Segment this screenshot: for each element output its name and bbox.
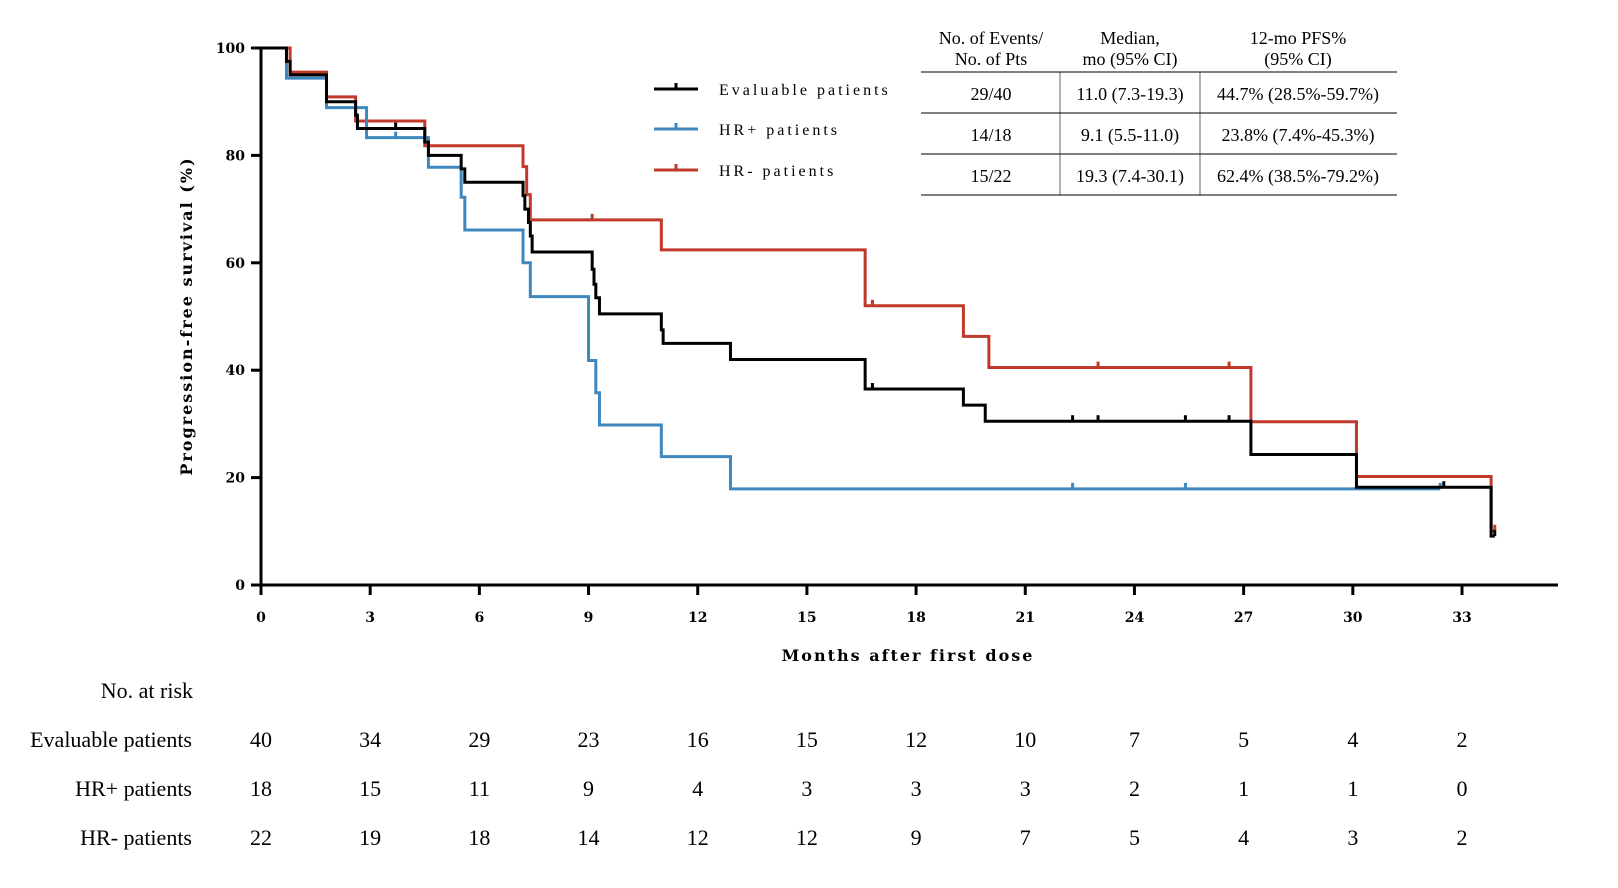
table-cell: 15/22 — [970, 166, 1011, 186]
y-tick-label: 20 — [226, 471, 246, 487]
x-tick-label: 9 — [584, 610, 594, 626]
risk-row-label: HR- patients — [80, 825, 192, 850]
risk-count: 5 — [1129, 825, 1140, 850]
legend-label: HR+ patients — [719, 122, 840, 139]
table-cell: 44.7% (28.5%-59.7%) — [1217, 84, 1379, 105]
risk-row-label: Evaluable patients — [30, 727, 192, 752]
table-cell: 62.4% (38.5%-79.2%) — [1217, 166, 1379, 187]
risk-row-label: HR+ patients — [75, 776, 192, 801]
risk-count: 34 — [359, 727, 381, 752]
risk-count: 12 — [905, 727, 927, 752]
risk-count: 40 — [250, 727, 272, 752]
y-tick-label: 0 — [235, 578, 245, 594]
table-header: Median, — [1100, 28, 1159, 48]
table-cell: 11.0 (7.3-19.3) — [1076, 84, 1183, 105]
risk-count: 16 — [687, 727, 709, 752]
table-header: No. of Pts — [955, 49, 1028, 69]
risk-count: 1 — [1347, 776, 1358, 801]
risk-count: 0 — [1457, 776, 1468, 801]
table-cell: 14/18 — [970, 125, 1011, 145]
risk-count: 22 — [250, 825, 272, 850]
risk-count: 10 — [1014, 727, 1036, 752]
risk-count: 3 — [1020, 776, 1031, 801]
table-cell: 19.3 (7.4-30.1) — [1076, 166, 1184, 187]
y-tick-label: 60 — [226, 256, 246, 272]
km-curve-evaluable-patients — [261, 46, 1495, 538]
x-tick-label: 27 — [1234, 610, 1253, 626]
risk-count: 12 — [687, 825, 709, 850]
x-tick-label: 30 — [1343, 610, 1363, 626]
risk-count: 7 — [1129, 727, 1140, 752]
y-tick-label: 80 — [226, 148, 246, 164]
x-tick-label: 33 — [1452, 610, 1471, 626]
x-tick-label: 21 — [1016, 610, 1035, 626]
risk-count: 9 — [911, 825, 922, 850]
table-header: (95% CI) — [1264, 49, 1331, 70]
km-curve-hr-patients — [261, 46, 1441, 491]
risk-count: 12 — [796, 825, 818, 850]
x-tick-label: 15 — [797, 610, 816, 626]
risk-count: 18 — [250, 776, 272, 801]
risk-count: 19 — [359, 825, 381, 850]
risk-count: 29 — [468, 727, 490, 752]
table-cell: 29/40 — [970, 84, 1011, 104]
risk-count: 2 — [1457, 825, 1468, 850]
risk-count: 7 — [1020, 825, 1031, 850]
risk-count: 3 — [1347, 825, 1358, 850]
risk-count: 4 — [692, 776, 703, 801]
risk-count: 14 — [578, 825, 600, 850]
x-tick-label: 18 — [906, 610, 925, 626]
risk-count: 2 — [1129, 776, 1140, 801]
risk-count: 23 — [578, 727, 600, 752]
x-tick-label: 12 — [688, 610, 707, 626]
risk-table-title: No. at risk — [101, 678, 193, 703]
risk-count: 3 — [911, 776, 922, 801]
legend-label: HR- patients — [719, 163, 836, 180]
table-cell: 9.1 (5.5-11.0) — [1081, 125, 1179, 146]
table-cell: 23.8% (7.4%-45.3%) — [1222, 125, 1375, 146]
risk-count: 11 — [469, 776, 490, 801]
table-header: mo (95% CI) — [1083, 49, 1178, 70]
risk-count: 9 — [583, 776, 594, 801]
risk-count: 1 — [1238, 776, 1249, 801]
table-header: No. of Events/ — [939, 28, 1043, 48]
risk-count: 15 — [359, 776, 381, 801]
x-tick-label: 3 — [365, 610, 375, 626]
risk-count: 2 — [1457, 727, 1468, 752]
risk-count: 4 — [1347, 727, 1358, 752]
x-tick-label: 0 — [256, 610, 266, 626]
x-tick-label: 24 — [1125, 610, 1145, 626]
risk-count: 5 — [1238, 727, 1249, 752]
km-curve-hr-patients — [261, 46, 1495, 533]
y-axis-label: Progression-free survival (%) — [177, 156, 196, 475]
risk-count: 18 — [468, 825, 490, 850]
risk-count: 3 — [801, 776, 812, 801]
risk-count: 4 — [1238, 825, 1249, 850]
risk-count: 15 — [796, 727, 818, 752]
y-tick-label: 40 — [226, 363, 246, 379]
legend-label: Evaluable patients — [719, 82, 891, 99]
x-tick-label: 6 — [474, 610, 484, 626]
y-tick-label: 100 — [216, 41, 245, 57]
table-header: 12-mo PFS% — [1250, 28, 1347, 48]
x-axis-label: Months after first dose — [782, 646, 1035, 665]
